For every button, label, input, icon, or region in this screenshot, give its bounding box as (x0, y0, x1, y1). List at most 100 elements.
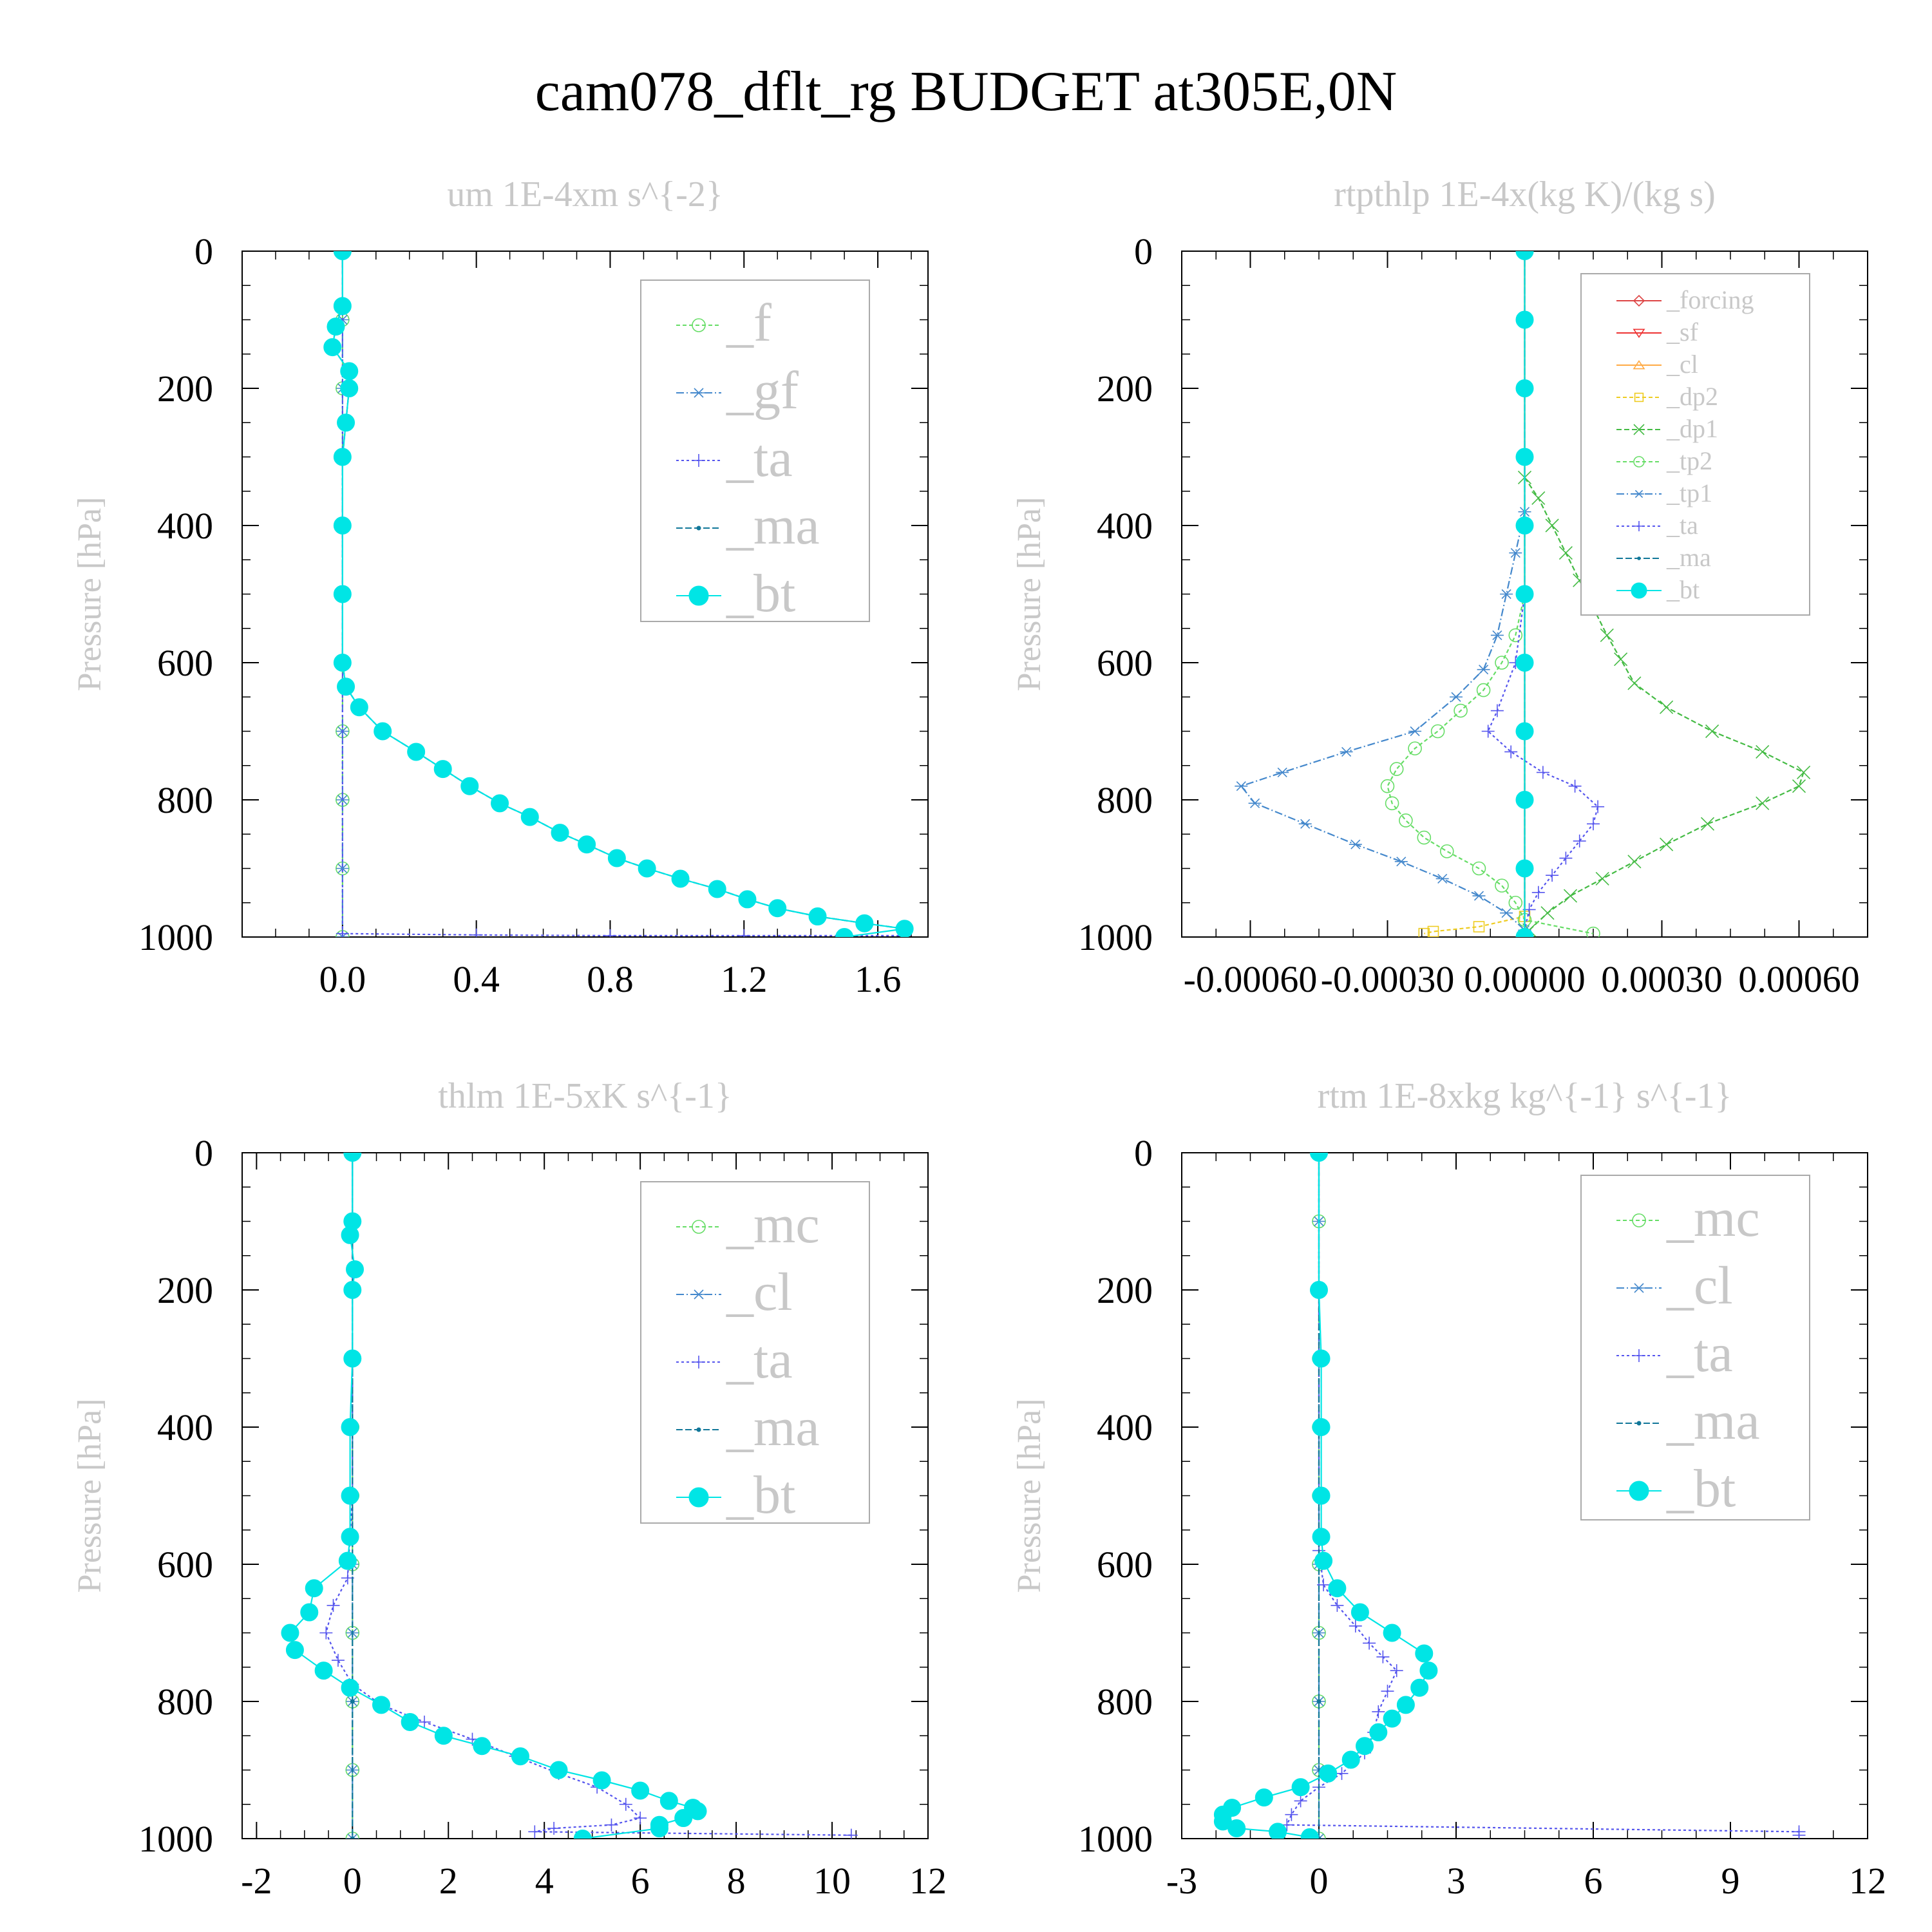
legend-marker (1634, 392, 1644, 402)
data-point (808, 907, 827, 926)
x-tick-label: 8 (727, 1860, 746, 1902)
panel-title: thlm 1E-5xK s^{-1} (438, 1076, 732, 1116)
series-line (1524, 477, 1804, 931)
y-tick-label: 1000 (138, 916, 213, 958)
data-point (341, 1226, 359, 1244)
data-point (844, 1828, 858, 1839)
data-point (603, 929, 617, 937)
data-point (1515, 585, 1534, 603)
data-point (1515, 379, 1534, 397)
y-tick-label: 0 (194, 1132, 213, 1174)
series-line (1285, 1153, 1800, 1835)
x-tick-label: -0.00030 (1321, 958, 1455, 1000)
data-point (333, 654, 352, 672)
data-point (1410, 1678, 1429, 1697)
legend-marker (1633, 328, 1645, 338)
series-ta (1481, 587, 1605, 937)
data-point (340, 379, 359, 397)
data-point (323, 338, 342, 357)
data-point (343, 1349, 362, 1368)
data-point (1291, 1778, 1310, 1797)
x-tick-label: 9 (1721, 1860, 1740, 1902)
panel-title: rtm 1E-8xkg kg^{-1} s^{-1} (1318, 1076, 1732, 1116)
data-point (333, 585, 352, 603)
y-axis-label: Pressure [hPa] (1011, 1399, 1048, 1593)
data-point (1587, 817, 1600, 831)
x-tick-label: 6 (631, 1860, 650, 1902)
data-point (708, 880, 726, 898)
series-line (1240, 511, 1526, 931)
data-point (1627, 855, 1642, 869)
x-tick-label: 12 (909, 1860, 947, 1902)
data-point (1248, 798, 1262, 808)
data-point (350, 1836, 355, 1839)
x-tick-label: 0 (343, 1860, 362, 1902)
data-point (1380, 779, 1395, 793)
data-point (341, 1678, 359, 1697)
data-point (1356, 1737, 1374, 1756)
y-tick-label: 600 (157, 1544, 213, 1586)
data-point (551, 824, 569, 842)
legend-marker (692, 388, 705, 398)
data-point (333, 251, 352, 260)
data-point (401, 1712, 419, 1731)
data-point (1331, 1598, 1344, 1612)
data-point (1390, 1664, 1403, 1678)
panel-title: um 1E-4xm s^{-2} (447, 175, 723, 214)
legend-label: _ma (1666, 543, 1711, 572)
legend-marker (1636, 1421, 1642, 1426)
y-tick-label: 600 (157, 642, 213, 684)
y-tick-label: 400 (157, 505, 213, 547)
series-tp2 (1380, 587, 1600, 937)
data-point (1312, 1528, 1331, 1546)
legend-marker (1633, 456, 1645, 468)
data-point (1756, 796, 1770, 810)
legend-marker (688, 585, 709, 606)
legend-label: _cl (1666, 1256, 1733, 1316)
x-tick-label: 1.2 (721, 958, 768, 1000)
data-point (319, 1626, 333, 1640)
data-point (1545, 518, 1559, 533)
legend-marker (696, 526, 701, 531)
x-tick-label: 1.6 (855, 958, 902, 1000)
data-point (305, 1579, 323, 1598)
x-tick-label: 2 (439, 1860, 458, 1902)
series-tp1 (1235, 507, 1531, 935)
series-bt (323, 251, 914, 937)
data-point (511, 1747, 529, 1766)
data-point (768, 899, 787, 918)
data-point (1568, 779, 1582, 793)
legend-label: _ma (726, 1397, 820, 1457)
data-point (285, 1641, 304, 1660)
data-point (638, 859, 656, 878)
data-point (281, 1624, 299, 1642)
chart-panel-4: rtm 1E-8xkg kg^{-1} s^{-1} Pressure [hPa]… (1011, 1076, 1886, 1902)
data-point (1310, 1153, 1328, 1162)
x-tick-label: 6 (1584, 1860, 1603, 1902)
legend-marker (1632, 1213, 1646, 1227)
legend-marker (692, 1289, 705, 1300)
data-point (1408, 726, 1422, 737)
data-point (473, 1737, 491, 1756)
x-tick-label: 0.8 (587, 958, 634, 1000)
legend-marker (692, 1220, 706, 1234)
data-point (1515, 251, 1534, 260)
data-point (1495, 656, 1509, 670)
y-tick-label: 1000 (1078, 1818, 1153, 1860)
panel-title: rtpthlp 1E-4x(kg K)/(kg s) (1334, 175, 1716, 214)
x-tick-label: 0.0 (319, 958, 366, 1000)
data-point (341, 1418, 359, 1436)
data-point (343, 1153, 362, 1162)
legend-label: _tp2 (1666, 446, 1712, 475)
series-bt (1515, 251, 1534, 937)
data-point (1614, 652, 1628, 667)
data-point (1792, 1828, 1806, 1839)
y-tick-label: 200 (157, 1269, 213, 1311)
data-point (346, 1833, 359, 1839)
data-point (338, 1551, 357, 1570)
data-point (619, 1797, 632, 1811)
legend-marker (1631, 582, 1647, 599)
legend-marker (1634, 521, 1644, 531)
data-point (1314, 1551, 1333, 1570)
